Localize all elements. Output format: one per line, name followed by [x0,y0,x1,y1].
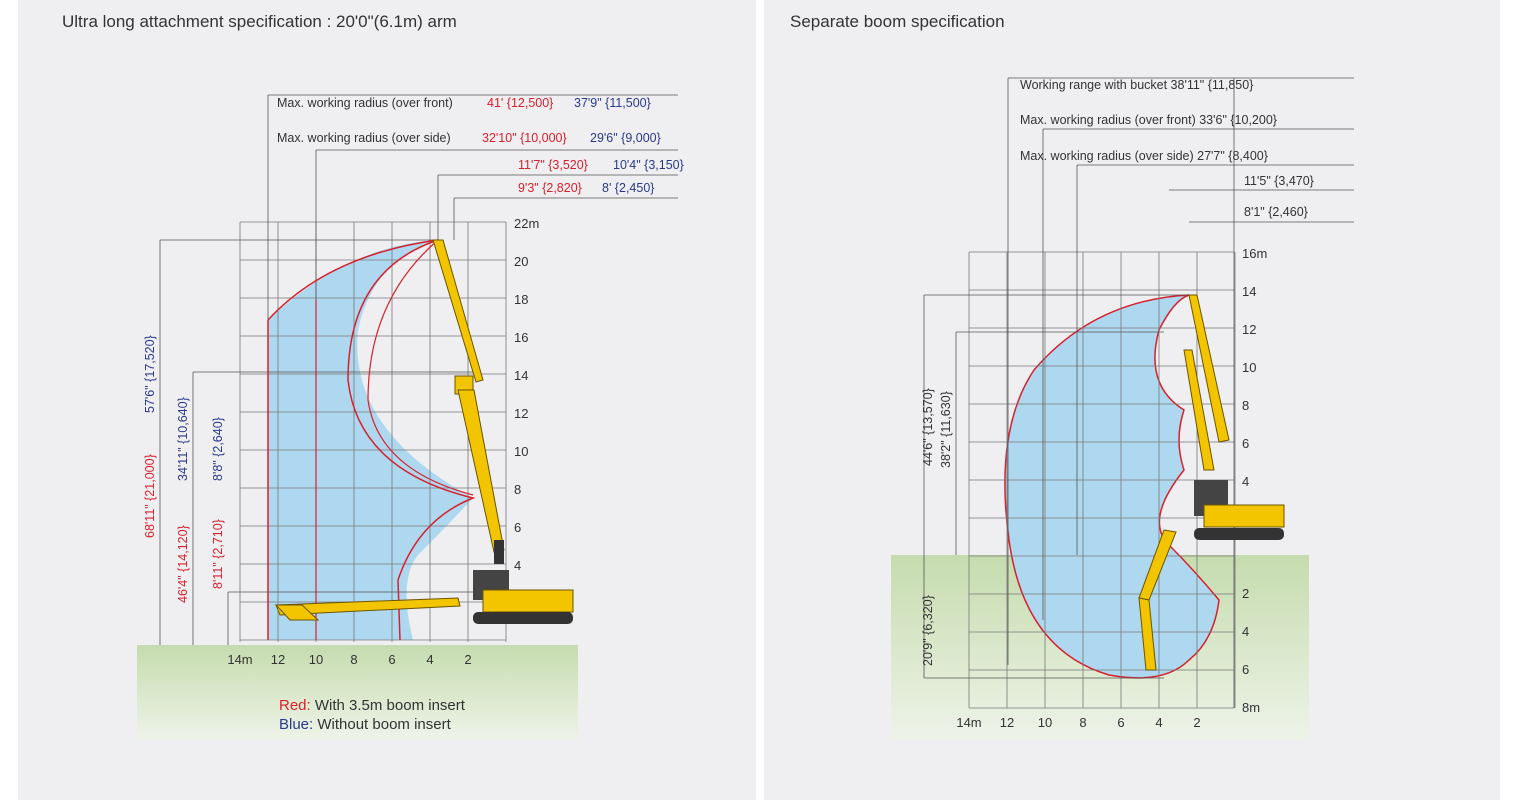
side-radius-blue: 29'6" {9,000} [590,131,661,145]
y-tick: 4 [1242,624,1249,639]
y-tick: 12 [514,406,528,421]
envelope-outline-blue [315,239,474,640]
x-tick: 6 [1117,715,1124,730]
x-tick: 12 [1000,715,1014,730]
y-tick: 22m [514,216,539,231]
x-tick: 4 [426,652,433,667]
x-tick: 6 [388,652,395,667]
y-tick: 10 [1242,360,1256,375]
front-radius-label: Max. working radius (over front) 33'6" {… [1020,113,1277,127]
radius3-red: 11'7" {3,520} [518,158,588,172]
side-radius-red: 32'10" {10,000} [482,131,567,145]
x-tick: 10 [1038,715,1052,730]
y-tick: 20 [514,254,528,269]
side-radius-label: Max. working radius (over side) 27'7" {8… [1020,149,1268,163]
height3-red: 8'11" {2,710} [211,519,225,589]
legend: Red: With 3.5m boom insert Blue: Without… [279,696,465,734]
front-radius-label: Max. working radius (over front) [277,96,453,110]
right-panel-title: Separate boom specification [790,12,1005,31]
y-tick: 2 [1242,586,1249,601]
y-tick: 14 [1242,284,1256,299]
y-tick: 16 [514,330,528,345]
y-tick: 8 [1242,398,1249,413]
x-tick: 8 [1079,715,1086,730]
radius4-blue: 8' {2,450} [602,181,654,195]
y-tick: 18 [514,292,528,307]
x-tick: 14m [956,715,981,730]
height1-red: 68'11" {21,000} [143,454,157,538]
legend-red-text: With 3.5m boom insert [314,697,465,714]
left-panel: Ultra long attachment specification : 20… [18,0,756,800]
excavator [274,239,574,624]
y-tick: 10 [514,444,528,459]
ground [137,645,578,740]
x-tick: 12 [271,652,285,667]
x-tick: 4 [1155,715,1162,730]
legend-red-key: Red: [279,697,311,714]
working-range-label: Working range with bucket 38'11" {11,850… [1020,78,1253,92]
left-panel-title: Ultra long attachment specification : 20… [62,12,457,31]
excavator [1138,294,1285,671]
front-radius-red: 41' {12,500} [487,96,553,110]
x-tick: 2 [464,652,471,667]
y-tick: 8m [1242,700,1260,715]
radius3: 11'5" {3,470} [1244,174,1314,188]
grid [159,94,678,645]
right-working-range-diagram: Working range with bucket 38'11" {11,850… [891,77,1354,740]
right-panel: Separate boom specification Working rang… [764,0,1500,800]
front-radius-blue: 37'9" {11,500} [574,96,651,110]
radius4-red: 9'3" {2,820} [518,181,582,195]
side-radius-label: Max. working radius (over side) [277,131,451,145]
x-tick: 8 [350,652,357,667]
grid [923,77,1354,709]
y-tick: 4 [1242,474,1249,489]
legend-blue-key: Blue: [279,716,314,733]
height3-blue: 8'8" {2,640} [211,417,225,481]
legend-blue-text: Without boom insert [317,716,451,733]
y-tick: 16m [1242,246,1267,261]
height1: 44'6" {13,570} [921,388,935,466]
envelope-outline-red [267,239,476,641]
y-tick: 14 [514,368,528,383]
height2: 38'2" {11,630} [939,391,953,468]
height2-red: 46'4" {14,120} [176,525,190,603]
x-tick: 14m [227,652,252,667]
working-envelope [1004,294,1220,679]
y-tick: 6 [514,520,521,535]
height2-blue: 34'11" {10,640} [176,397,190,481]
y-tick: 6 [1242,662,1249,677]
radius4: 8'1" {2,460} [1244,205,1308,219]
x-tick: 2 [1193,715,1200,730]
y-tick: 8 [514,482,521,497]
radius3-blue: 10'4" {3,150} [613,158,684,172]
height1-blue: 57'6" {17,520} [143,335,157,413]
depth: 20'9" {6,320} [921,595,935,666]
x-tick: 10 [309,652,323,667]
y-tick: 6 [1242,436,1249,451]
y-tick: 4 [514,558,521,573]
y-tick: 12 [1242,322,1256,337]
left-working-range-diagram: Max. working radius (over front) 41' {12,… [137,94,684,740]
